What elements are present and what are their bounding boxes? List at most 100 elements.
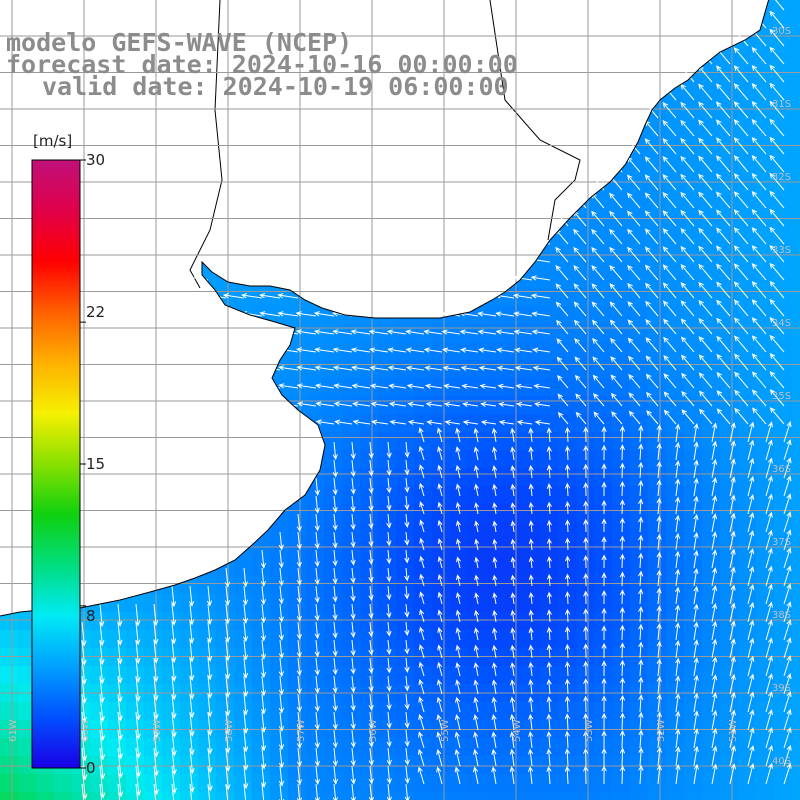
wind-arrow [747, 745, 755, 767]
land-polygon [0, 0, 770, 616]
wind-arrow [733, 281, 749, 299]
wind-arrow [424, 365, 443, 371]
wind-arrow [437, 464, 443, 479]
wind-arrow [733, 227, 749, 245]
wind-arrow [528, 556, 534, 569]
wind-arrow [510, 609, 516, 623]
wind-arrow [693, 549, 699, 569]
wind-arrow [491, 748, 497, 767]
wind-arrow [350, 783, 356, 800]
wind-arrow [674, 441, 681, 461]
wind-arrow [546, 556, 552, 569]
wind-arrow [224, 621, 231, 643]
wind-arrow [389, 419, 407, 425]
wind-arrow [644, 156, 659, 173]
wind-arrow [593, 411, 605, 425]
longitude-label: 52W [656, 719, 667, 742]
wind-arrow [515, 383, 533, 389]
wind-arrow [510, 483, 516, 497]
wind-arrow [675, 693, 681, 713]
wind-arrow [510, 556, 516, 569]
wind-arrow [510, 464, 516, 479]
wind-arrow [350, 675, 356, 693]
wind-arrow [698, 47, 713, 65]
wind-arrow [638, 641, 644, 659]
longitude-label: 59W [152, 719, 163, 742]
wind-arrow [769, 334, 785, 353]
wind-arrow [332, 459, 338, 478]
wind-arrow [474, 574, 480, 587]
wind-arrow [698, 101, 713, 119]
wind-arrow [733, 83, 749, 101]
wind-arrow [573, 301, 587, 317]
wind-arrow [693, 639, 699, 659]
wind-arrow [583, 765, 589, 785]
wind-arrow [591, 228, 605, 245]
wind-arrow [564, 608, 571, 623]
wind-arrow [333, 383, 353, 389]
wind-arrow [733, 101, 749, 119]
wind-arrow [716, 390, 731, 407]
wind-arrow [693, 513, 699, 533]
wind-arrow [711, 656, 718, 677]
wind-arrow [626, 210, 641, 227]
wind-arrow [783, 690, 792, 713]
wind-arrow [644, 264, 659, 281]
wind-arrow [171, 783, 175, 800]
wind-arrow [491, 662, 498, 677]
wind-arrow [564, 765, 570, 785]
wind-arrow [404, 441, 410, 459]
wind-arrow [783, 583, 792, 605]
wind-arrow [260, 639, 267, 660]
wind-arrow [751, 281, 767, 299]
wind-arrow [332, 621, 338, 639]
wind-arrow [532, 365, 551, 371]
wind-arrow [369, 347, 389, 353]
wind-arrow [698, 336, 713, 353]
wind-arrow [711, 709, 718, 731]
wind-arrow [644, 138, 659, 155]
wind-arrow [278, 783, 285, 800]
wind-arrow [783, 529, 792, 551]
wind-arrow [455, 592, 461, 605]
wind-arrow [601, 554, 607, 569]
latitude-label: 31S [772, 99, 792, 110]
wind-arrow [418, 731, 425, 749]
wind-arrow [609, 301, 623, 317]
wind-arrow [350, 693, 356, 712]
longitude-label: 61W [8, 719, 19, 742]
wind-arrow [627, 246, 641, 263]
wind-arrow [225, 783, 229, 800]
wind-arrow [698, 318, 713, 335]
wind-arrow [404, 459, 410, 476]
wind-arrow [509, 731, 515, 749]
wind-arrow [404, 495, 410, 511]
wind-arrow [437, 591, 443, 605]
wind-arrow [386, 693, 392, 711]
wind-arrow [656, 728, 662, 749]
wind-arrow [492, 574, 498, 587]
wind-arrow [556, 356, 569, 371]
wind-vectors [81, 0, 792, 800]
wind-arrow [259, 365, 281, 371]
wind-arrow [734, 335, 749, 353]
wind-arrow [332, 693, 338, 712]
wind-arrow [765, 655, 773, 677]
wind-arrow [313, 311, 335, 317]
wind-arrow [609, 319, 623, 335]
wind-arrow [546, 573, 552, 587]
wind-arrow [404, 585, 410, 600]
wind-arrow [332, 477, 338, 496]
wind-arrow [626, 156, 641, 173]
wind-arrow [170, 585, 177, 608]
wind-arrow [546, 483, 552, 497]
wind-arrow [473, 748, 479, 767]
wind-arrow [729, 745, 736, 767]
wind-arrow [224, 585, 231, 607]
wind-arrow [680, 119, 695, 137]
wind-arrow [751, 136, 767, 155]
border-line [189, 0, 223, 289]
wind-arrow [278, 729, 285, 751]
wind-arrow [610, 392, 623, 407]
wind-arrow [497, 383, 515, 389]
